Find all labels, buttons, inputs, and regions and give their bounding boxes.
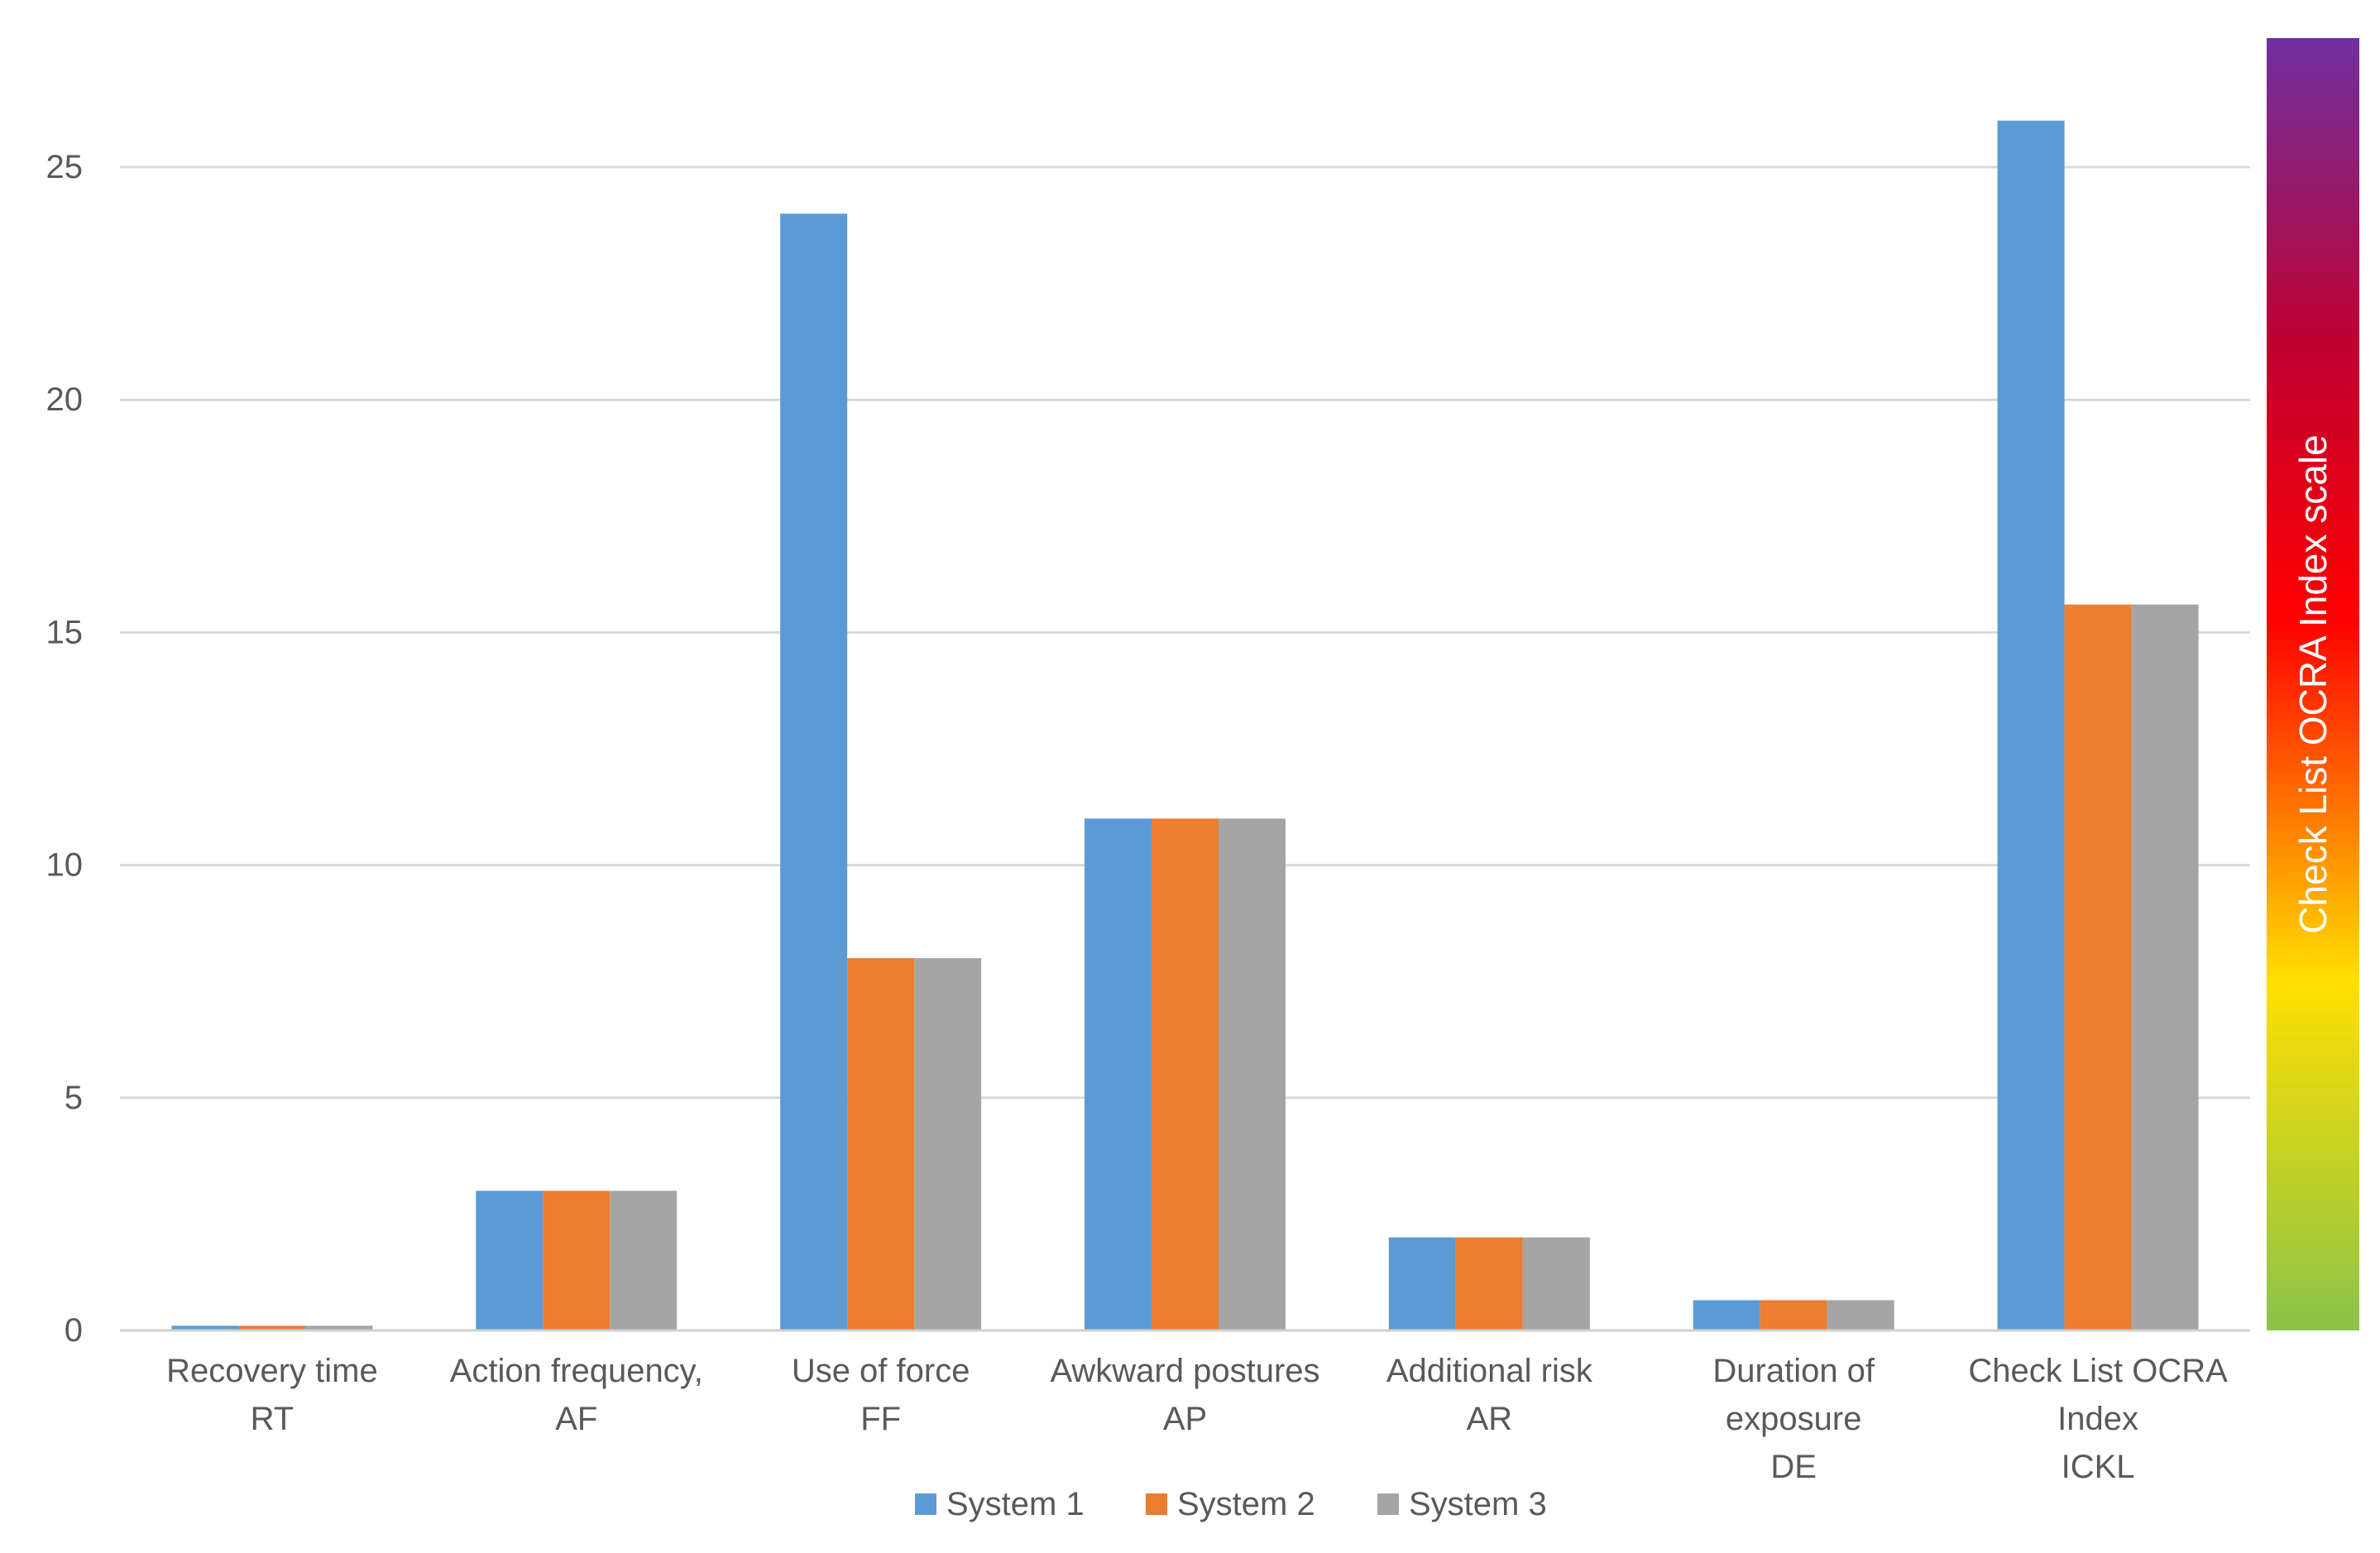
x-tick-label: AF <box>555 1401 597 1437</box>
y-tick-label: 10 <box>46 847 84 884</box>
x-tick-label: AP <box>1163 1401 1207 1437</box>
x-tick-label: Use of force <box>792 1353 970 1389</box>
x-tick-label: Index <box>2057 1401 2138 1437</box>
legend-swatch <box>915 1493 936 1515</box>
bar-system-1 <box>171 1325 239 1330</box>
x-tick-label: DE <box>1770 1449 1817 1485</box>
x-tick-label: ICKL <box>2062 1449 2135 1485</box>
x-tick-label: Recovery time <box>166 1353 378 1389</box>
bar-system-3 <box>1827 1300 1894 1330</box>
ocra-scale-label: Check List OCRA Index scale <box>2291 434 2335 933</box>
bar-system-3 <box>2131 604 2199 1330</box>
bar-system-1 <box>1693 1300 1760 1330</box>
legend: System 1 System 2 System 3 <box>915 1486 1547 1522</box>
legend-label: System 1 <box>946 1486 1085 1522</box>
y-tick-label: 0 <box>65 1312 83 1349</box>
y-tick-label: 15 <box>46 614 84 650</box>
bar-system-2 <box>1760 1300 1827 1330</box>
y-axis-ticks: 0 5 10 15 20 25 <box>46 149 84 1349</box>
bar-system-3 <box>1219 818 1286 1330</box>
x-axis-category-labels: Recovery time RT Action frequency, AF Use of… <box>166 1353 2228 1485</box>
bar-system-3 <box>305 1325 373 1330</box>
bar-system-1 <box>1388 1237 1456 1330</box>
ocra-scale-colorbar: Check List OCRA Index scale <box>2267 38 2359 1330</box>
x-tick-label: Additional risk <box>1386 1353 1593 1389</box>
x-tick-label: Check List OCRA <box>1968 1353 2228 1389</box>
x-tick-label: Awkward postures <box>1050 1353 1319 1389</box>
bar-system-2 <box>847 958 915 1330</box>
gridlines <box>120 165 2250 1100</box>
x-tick-label: FF <box>860 1401 901 1437</box>
bar-system-2 <box>238 1325 306 1330</box>
x-tick-label: Action frequency, <box>450 1353 703 1389</box>
bar-system-2 <box>1455 1237 1523 1330</box>
x-tick-label: RT <box>251 1401 295 1437</box>
legend-swatch <box>1146 1493 1167 1515</box>
bar-system-3 <box>914 958 982 1330</box>
bar-system-2 <box>543 1191 611 1330</box>
x-tick-label: Duration of <box>1712 1353 1875 1389</box>
bar-system-2 <box>1152 818 1219 1330</box>
bar-system-1 <box>780 213 848 1330</box>
legend-label: System 3 <box>1409 1486 1547 1522</box>
bar-system-3 <box>1522 1237 1590 1330</box>
ocra-scale-gradient-bar <box>2267 38 2359 1330</box>
bar-system-3 <box>610 1191 678 1330</box>
legend-swatch <box>1377 1493 1399 1515</box>
bars <box>171 120 2199 1330</box>
x-tick-label: exposure <box>1726 1401 1862 1437</box>
legend-label: System 2 <box>1177 1486 1315 1522</box>
y-tick-label: 20 <box>46 381 84 418</box>
bar-system-1 <box>1085 818 1152 1330</box>
x-tick-label: AR <box>1467 1401 1513 1437</box>
bar-system-1 <box>476 1191 544 1330</box>
bar-system-1 <box>1997 120 2065 1330</box>
y-tick-label: 5 <box>65 1080 83 1116</box>
y-tick-label: 25 <box>46 149 84 185</box>
bar-system-2 <box>2064 604 2132 1330</box>
